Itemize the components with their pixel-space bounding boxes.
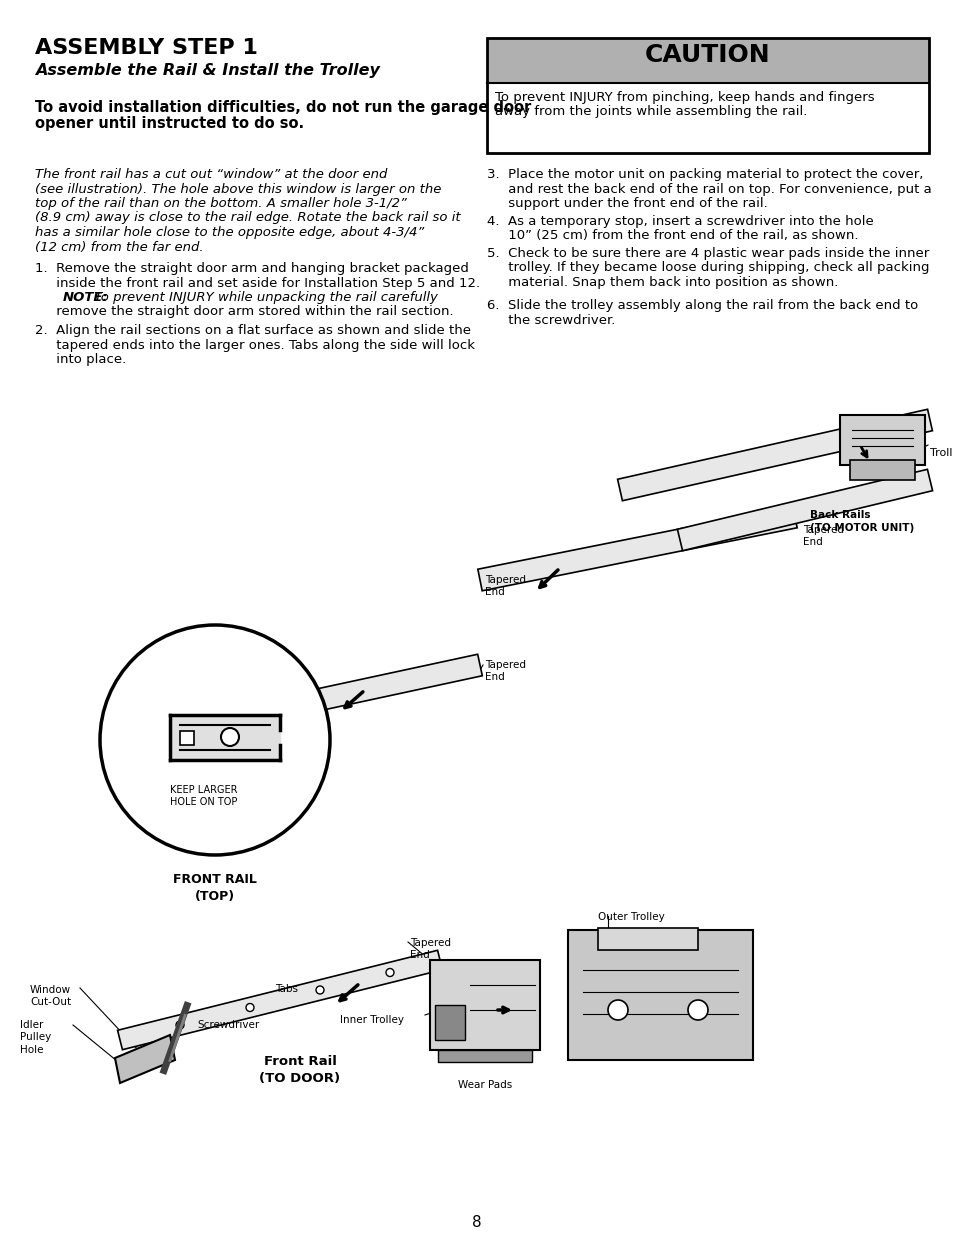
FancyBboxPatch shape (180, 731, 193, 745)
Text: The front rail has a cut out “window” at the door end: The front rail has a cut out “window” at… (35, 168, 387, 182)
Text: 2.  Align the rail sections on a flat surface as shown and slide the: 2. Align the rail sections on a flat sur… (35, 324, 471, 337)
Circle shape (246, 1004, 253, 1011)
Polygon shape (152, 655, 482, 746)
Text: To prevent INJURY while unpacking the rail carefully: To prevent INJURY while unpacking the ra… (91, 291, 438, 304)
Text: tapered ends into the larger ones. Tabs along the side will lock: tapered ends into the larger ones. Tabs … (35, 338, 475, 352)
Text: 5.  Check to be sure there are 4 plastic wear pads inside the inner: 5. Check to be sure there are 4 plastic … (486, 247, 928, 261)
FancyBboxPatch shape (598, 927, 698, 950)
Text: Outer Trolley: Outer Trolley (598, 911, 664, 923)
Text: top of the rail than on the bottom. A smaller hole 3-1/2”: top of the rail than on the bottom. A sm… (35, 198, 406, 210)
Text: 6.  Slide the trolley assembly along the rail from the back end to: 6. Slide the trolley assembly along the … (486, 299, 918, 312)
Text: into place.: into place. (35, 353, 126, 366)
Text: Tapered
End: Tapered End (484, 659, 525, 683)
Text: NOTE:: NOTE: (63, 291, 109, 304)
Text: 8: 8 (472, 1215, 481, 1230)
Text: Window
Cut-Out: Window Cut-Out (30, 986, 71, 1008)
Text: CAUTION: CAUTION (644, 43, 770, 67)
Text: Tabs: Tabs (274, 984, 297, 994)
Text: 3.  Place the motor unit on packing material to protect the cover,: 3. Place the motor unit on packing mater… (486, 168, 923, 182)
FancyBboxPatch shape (849, 459, 914, 480)
Text: the screwdriver.: the screwdriver. (486, 314, 615, 326)
Text: Wear Pads: Wear Pads (457, 1079, 512, 1091)
Text: trolley. If they became loose during shipping, check all packing: trolley. If they became loose during shi… (486, 262, 928, 274)
Text: and rest the back end of the rail on top. For convenience, put a: and rest the back end of the rail on top… (486, 183, 931, 195)
FancyBboxPatch shape (430, 960, 539, 1050)
Text: Tapered
End: Tapered End (484, 576, 525, 598)
Circle shape (100, 625, 330, 855)
FancyBboxPatch shape (437, 1050, 532, 1062)
Text: 4.  As a temporary stop, insert a screwdriver into the hole: 4. As a temporary stop, insert a screwdr… (486, 215, 873, 228)
Text: remove the straight door arm stored within the rail section.: remove the straight door arm stored with… (35, 305, 453, 319)
Text: Screwdriver: Screwdriver (196, 1020, 259, 1030)
Text: Trolley: Trolley (929, 448, 953, 458)
Text: (8.9 cm) away is close to the rail edge. Rotate the back rail so it: (8.9 cm) away is close to the rail edge.… (35, 211, 460, 225)
Text: Back Rails
(TO MOTOR UNIT): Back Rails (TO MOTOR UNIT) (809, 510, 913, 534)
Polygon shape (677, 469, 932, 551)
Text: away from the joints while assembling the rail.: away from the joints while assembling th… (495, 105, 806, 119)
FancyBboxPatch shape (435, 1005, 464, 1040)
Circle shape (175, 1021, 184, 1029)
Text: To avoid installation difficulties, do not run the garage door: To avoid installation difficulties, do n… (35, 100, 531, 115)
Polygon shape (170, 715, 280, 760)
Text: opener until instructed to do so.: opener until instructed to do so. (35, 116, 304, 131)
Polygon shape (477, 506, 797, 590)
Text: inside the front rail and set aside for Installation Step 5 and 12.: inside the front rail and set aside for … (35, 277, 479, 289)
Text: Assemble the Rail & Install the Trolley: Assemble the Rail & Install the Trolley (35, 63, 379, 78)
Text: 10” (25 cm) from the front end of the rail, as shown.: 10” (25 cm) from the front end of the ra… (486, 230, 858, 242)
Text: material. Snap them back into position as shown.: material. Snap them back into position a… (486, 275, 838, 289)
Text: support under the front end of the rail.: support under the front end of the rail. (486, 198, 767, 210)
Circle shape (607, 1000, 627, 1020)
Circle shape (386, 968, 394, 977)
Text: FRONT RAIL
(TOP): FRONT RAIL (TOP) (172, 873, 256, 903)
Circle shape (315, 986, 324, 994)
Text: Tapered
End: Tapered End (802, 525, 843, 547)
FancyBboxPatch shape (840, 415, 924, 466)
Text: Idler
Pulley
Hole: Idler Pulley Hole (20, 1020, 51, 1055)
Bar (486, 38, 928, 83)
Text: (12 cm) from the far end.: (12 cm) from the far end. (35, 241, 203, 253)
Text: (see illustration). The hole above this window is larger on the: (see illustration). The hole above this … (35, 183, 441, 195)
Text: has a similar hole close to the opposite edge, about 4-3/4”: has a similar hole close to the opposite… (35, 226, 424, 240)
Polygon shape (617, 409, 931, 500)
Circle shape (687, 1000, 707, 1020)
Text: 1.  Remove the straight door arm and hanging bracket packaged: 1. Remove the straight door arm and hang… (35, 262, 468, 275)
Polygon shape (117, 950, 442, 1050)
Text: Front Rail
(TO DOOR): Front Rail (TO DOOR) (259, 1055, 340, 1086)
Text: Inner Trolley: Inner Trolley (339, 1015, 403, 1025)
Text: KEEP LARGER
HOLE ON TOP: KEEP LARGER HOLE ON TOP (170, 785, 237, 808)
Text: Tapered
End: Tapered End (410, 939, 451, 961)
Bar (486, 38, 928, 153)
Text: ASSEMBLY STEP 1: ASSEMBLY STEP 1 (35, 38, 257, 58)
Text: To prevent INJURY from pinching, keep hands and fingers: To prevent INJURY from pinching, keep ha… (495, 91, 874, 104)
FancyBboxPatch shape (567, 930, 752, 1060)
Circle shape (221, 727, 239, 746)
Polygon shape (115, 1035, 174, 1083)
